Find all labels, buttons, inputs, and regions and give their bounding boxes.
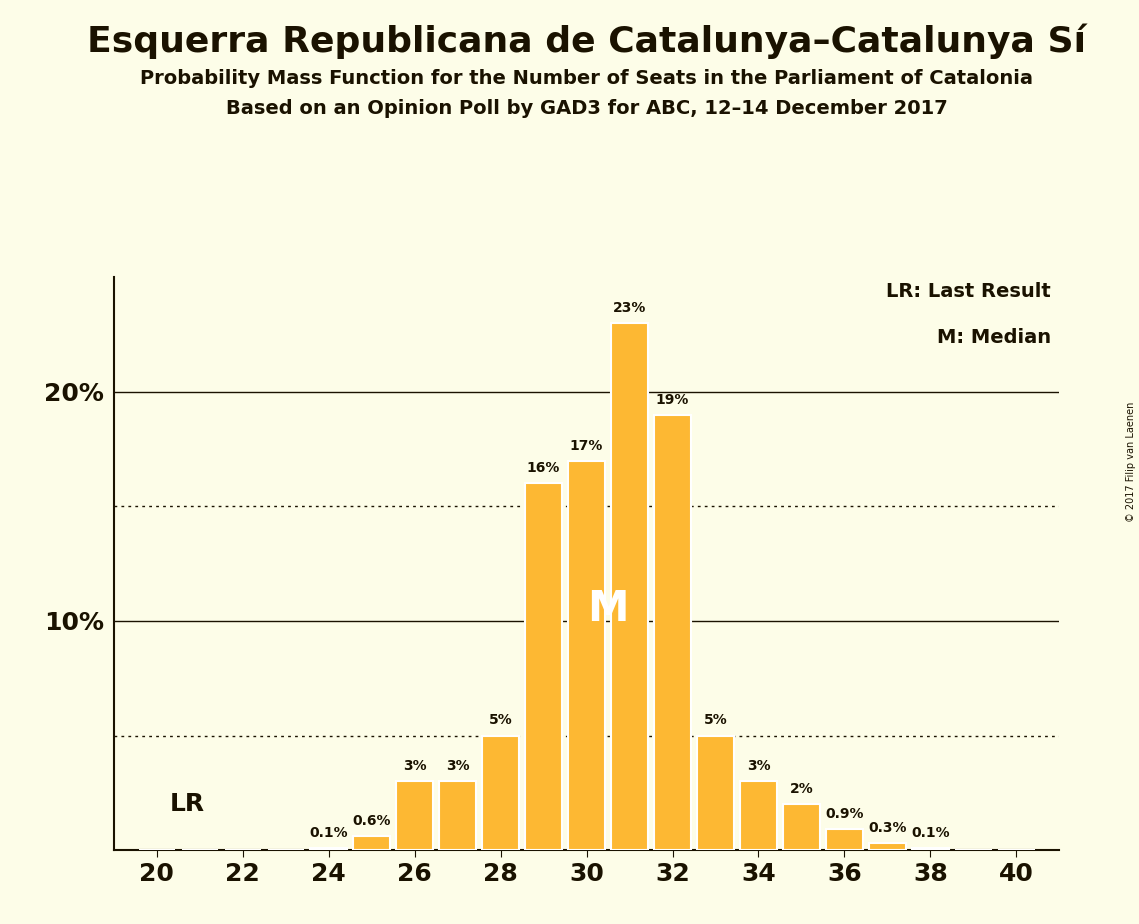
Text: 17%: 17% [570,439,604,453]
Bar [869,844,906,850]
Bar [784,804,820,850]
Bar [826,830,862,850]
Text: LR: Last Result: LR: Last Result [886,282,1050,301]
Bar [912,848,949,850]
Bar [740,782,777,850]
Text: 0.6%: 0.6% [352,814,391,828]
Text: LR: LR [170,792,205,816]
Text: 2%: 2% [789,783,813,796]
Text: 3%: 3% [403,760,426,773]
Text: 5%: 5% [489,713,513,727]
Bar [568,460,605,850]
Text: 5%: 5% [704,713,728,727]
Bar [440,782,476,850]
Bar [396,782,433,850]
Bar [311,848,347,850]
Text: 23%: 23% [613,301,646,315]
Text: 0.1%: 0.1% [310,826,349,840]
Text: M: Median: M: Median [936,328,1050,346]
Bar [697,736,734,850]
Bar [483,736,519,850]
Bar [353,836,390,850]
Text: 0.9%: 0.9% [825,808,863,821]
Text: Probability Mass Function for the Number of Seats in the Parliament of Catalonia: Probability Mass Function for the Number… [140,69,1033,89]
Text: 3%: 3% [445,760,469,773]
Bar [654,415,690,850]
Text: 16%: 16% [527,461,560,476]
Text: Esquerra Republicana de Catalunya–Catalunya Sí: Esquerra Republicana de Catalunya–Catalu… [87,23,1087,58]
Text: 3%: 3% [747,760,770,773]
Text: 0.1%: 0.1% [911,826,950,840]
Bar [612,323,648,850]
Text: 19%: 19% [656,393,689,407]
Text: 0.3%: 0.3% [868,821,907,835]
Text: Based on an Opinion Poll by GAD3 for ABC, 12–14 December 2017: Based on an Opinion Poll by GAD3 for ABC… [226,99,948,118]
Bar [525,483,562,850]
Text: © 2017 Filip van Laenen: © 2017 Filip van Laenen [1126,402,1136,522]
Text: M: M [588,589,629,630]
